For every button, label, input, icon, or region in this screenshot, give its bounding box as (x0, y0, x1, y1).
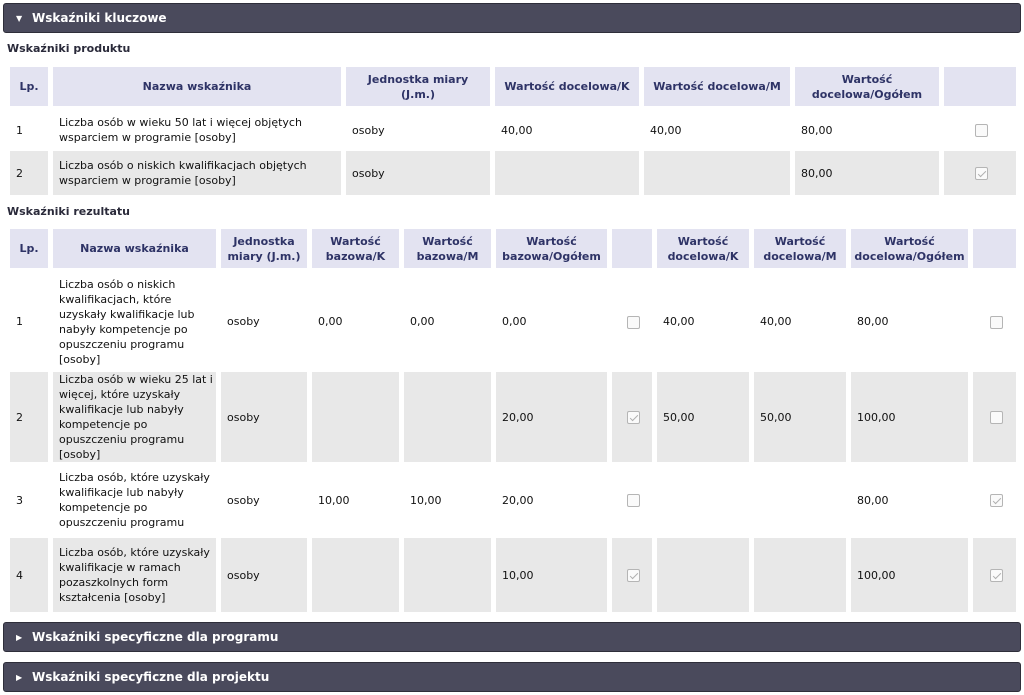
cell-base-total: 10,00 (496, 538, 607, 612)
section-header-key-indicators[interactable]: ▼ Wskaźniki kluczowe (3, 3, 1021, 33)
cell-lp: 4 (10, 538, 48, 612)
section-title: Wskaźniki kluczowe (32, 11, 167, 25)
cell-base-total: 0,00 (502, 315, 527, 328)
col-lp: Lp. (10, 67, 48, 106)
cell-base-k: 10,00 (318, 493, 350, 507)
base-checkbox[interactable] (627, 569, 640, 582)
cell-target-total: 100,00 (851, 372, 968, 462)
result-indicators-table: Lp. Nazwa wskaźnika Jednostka miary (J.m… (5, 229, 1021, 612)
cell-target-total: 100,00 (851, 538, 968, 612)
cell-target-k (495, 151, 639, 195)
cell-unit: osoby (227, 493, 260, 507)
cell-base-total: 20,00 (496, 372, 607, 462)
cell-base-k (312, 372, 399, 462)
cell-target-k: 40,00 (663, 315, 695, 328)
cell-target-m: 50,00 (754, 372, 846, 462)
col-lp: Lp. (10, 229, 48, 268)
cell-name: Liczba osób o niskich kwalifikacjach, kt… (59, 277, 195, 366)
cell-base-m (404, 372, 491, 462)
target-checkbox[interactable] (989, 494, 1003, 507)
table-row: 4 Liczba osób, które uzyskały kwalifikac… (10, 538, 1016, 612)
cell-target-k: 40,00 (501, 123, 533, 137)
table-row: 2 Liczba osób w wieku 25 lat i więcej, k… (10, 372, 1016, 462)
row-checkbox[interactable] (975, 167, 988, 180)
caret-right-icon: ▶ (16, 632, 23, 642)
col-target-check (973, 229, 1016, 268)
target-checkbox[interactable] (989, 315, 1003, 329)
cell-target-total: 80,00 (801, 123, 833, 137)
cell-base-m: 10,00 (410, 493, 442, 507)
col-base-m: Wartość bazowa/M (404, 229, 491, 268)
cell-unit: osoby (221, 538, 307, 612)
product-indicators-table: Lp. Nazwa wskaźnika Jednostka miary (J.m… (5, 67, 1021, 195)
target-checkbox[interactable] (989, 569, 1003, 582)
base-checkbox[interactable] (627, 411, 640, 424)
cell-name: Liczba osób w wieku 25 lat i więcej, któ… (53, 372, 216, 462)
col-target-total: Wartość docelowa/Ogółem (851, 229, 968, 268)
cell-unit: osoby (227, 315, 260, 328)
col-target-m: Wartość docelowa/M (644, 67, 790, 106)
col-target-m: Wartość docelowa/M (754, 229, 846, 268)
cell-target-m (754, 538, 846, 612)
cell-target-m (644, 151, 790, 195)
col-target-k: Wartość docelowa/K (657, 229, 749, 268)
base-checkbox[interactable] (627, 315, 640, 329)
cell-target-k (657, 538, 749, 612)
cell-target-m (754, 462, 846, 538)
caret-down-icon: ▼ (16, 13, 23, 23)
cell-target-m: 40,00 (760, 315, 792, 328)
row-checkbox[interactable] (975, 124, 988, 137)
col-unit: Jednostka miary (J.m.) (346, 67, 490, 106)
col-target-k: Wartość docelowa/K (495, 67, 639, 106)
section-title: Wskaźniki specyficzne dla programu (32, 630, 279, 644)
col-unit: Jednostka miary (J.m.) (221, 229, 307, 268)
cell-base-k: 0,00 (318, 315, 343, 328)
cell-lp: 2 (10, 372, 48, 462)
col-target-total: Wartość docelowa/Ogółem (795, 67, 939, 106)
table-row: 2 Liczba osób o niskich kwalifikacjach o… (10, 151, 1016, 195)
cell-name: Liczba osób o niskich kwalifikacjach obj… (53, 151, 341, 195)
col-base-check (612, 229, 652, 268)
base-checkbox[interactable] (627, 494, 640, 507)
cell-lp: 1 (16, 315, 23, 328)
cell-name: Liczba osób, które uzyskały kwalifikacje… (59, 471, 210, 529)
cell-lp: 1 (16, 123, 23, 137)
section-header-program-indicators[interactable]: ▶ Wskaźniki specyficzne dla programu (3, 622, 1021, 652)
cell-unit: osoby (221, 372, 307, 462)
product-indicators-title: Wskaźniki produktu (7, 42, 131, 55)
target-checkbox[interactable] (989, 411, 1003, 424)
cell-name: Liczba osób w wieku 50 lat i więcej obję… (59, 116, 302, 144)
section-header-project-indicators[interactable]: ▶ Wskaźniki specyficzne dla projektu (3, 662, 1021, 692)
cell-unit: osoby (352, 123, 385, 137)
table-row: 1 Liczba osób w wieku 50 lat i więcej ob… (10, 109, 1016, 151)
cell-base-m: 0,00 (410, 315, 435, 328)
cell-target-total: 80,00 (857, 315, 889, 328)
cell-base-total: 20,00 (502, 493, 534, 507)
cell-base-m (404, 538, 491, 612)
col-name: Nazwa wskaźnika (53, 67, 341, 106)
cell-target-m: 40,00 (650, 123, 682, 137)
result-indicators-title: Wskaźniki rezultatu (7, 205, 130, 218)
table-row: 3 Liczba osób, które uzyskały kwalifikac… (10, 462, 1016, 538)
cell-target-total: 80,00 (795, 151, 939, 195)
table-row: 1 Liczba osób o niskich kwalifikacjach, … (10, 271, 1016, 372)
cell-unit: osoby (346, 151, 490, 195)
cell-lp: 2 (10, 151, 48, 195)
cell-name: Liczba osób, które uzyskały kwalifikacje… (53, 538, 216, 612)
col-base-k: Wartość bazowa/K (312, 229, 399, 268)
cell-base-k (312, 538, 399, 612)
cell-target-total: 80,00 (857, 493, 889, 507)
col-base-total: Wartość bazowa/Ogółem (496, 229, 607, 268)
col-name: Nazwa wskaźnika (53, 229, 216, 268)
section-title: Wskaźniki specyficzne dla projektu (32, 670, 270, 684)
col-check (944, 67, 1016, 106)
cell-target-k: 50,00 (657, 372, 749, 462)
cell-target-k (657, 462, 749, 538)
caret-right-icon: ▶ (16, 672, 23, 682)
cell-lp: 3 (16, 493, 23, 507)
